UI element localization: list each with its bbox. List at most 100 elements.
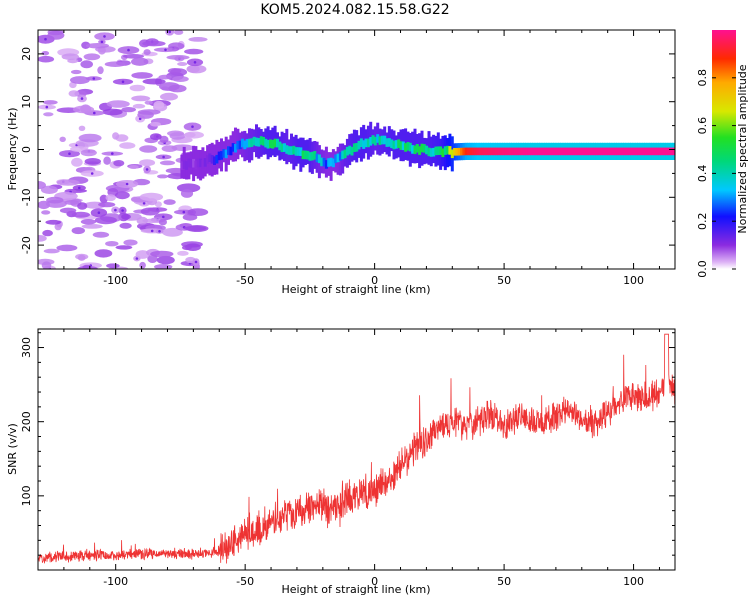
noise-blob-core xyxy=(127,48,130,52)
ridge-core xyxy=(299,147,303,156)
ridge-core xyxy=(310,151,314,161)
ridge-core xyxy=(655,147,659,156)
ridge-core xyxy=(357,140,361,150)
ridge-core xyxy=(460,147,464,156)
ridge-core xyxy=(495,147,498,156)
spectrogram-y-axis-label: Frequency (Hz) xyxy=(6,108,19,191)
ridge-core xyxy=(625,147,629,156)
chart-title: KOM5.2024.082.15.58.G22 xyxy=(260,2,449,18)
ridge-core xyxy=(499,147,503,156)
ridge-core xyxy=(523,147,526,156)
ridge-core xyxy=(324,160,328,169)
ridge-core xyxy=(303,150,307,160)
ridge-core xyxy=(366,138,370,148)
noise-blob-core xyxy=(114,208,117,212)
colorbar-tick-label: 0.0 xyxy=(696,260,709,278)
noise-blob xyxy=(43,112,54,117)
colorbar-tick-label: 0.8 xyxy=(696,69,709,87)
ridge-core xyxy=(213,156,216,165)
ridge-core xyxy=(252,136,256,146)
ridge-core xyxy=(469,147,473,156)
ridge-core xyxy=(334,154,338,164)
noise-blob-core xyxy=(162,155,165,159)
noise-blob-core xyxy=(121,80,125,84)
ridge-core xyxy=(220,151,223,160)
ridge-core xyxy=(590,147,594,156)
ridge-core xyxy=(544,147,547,156)
ridge-core xyxy=(189,159,193,168)
noise-blob xyxy=(59,207,77,214)
ridge-core xyxy=(390,139,394,149)
noise-blob xyxy=(135,250,150,259)
x-tick-label: 100 xyxy=(623,274,644,287)
noise-blob xyxy=(46,196,64,204)
noise-blob xyxy=(159,160,176,166)
ridge-core xyxy=(506,147,510,156)
noise-blob xyxy=(143,49,151,56)
noise-blob-core xyxy=(158,230,161,233)
ridge-core xyxy=(553,147,557,156)
noise-blob xyxy=(56,179,80,186)
noise-blob xyxy=(131,95,151,102)
noise-blob xyxy=(129,84,146,92)
ridge-core xyxy=(306,150,310,160)
ridge-core xyxy=(443,146,447,155)
ridge-core xyxy=(359,138,363,147)
ridge-core xyxy=(653,147,657,156)
ridge-core xyxy=(294,147,298,156)
ridge-core xyxy=(399,141,403,150)
noise-blob-core xyxy=(182,210,186,214)
ridge-core xyxy=(229,146,233,156)
noise-blob xyxy=(80,149,97,157)
noise-blob xyxy=(42,229,53,237)
ridge-core xyxy=(620,147,624,156)
ridge-core xyxy=(257,138,261,147)
noise-blob xyxy=(157,174,169,179)
noise-blob xyxy=(144,100,153,105)
ridge-core xyxy=(669,147,673,156)
ridge-core xyxy=(599,147,603,156)
noise-blob-core xyxy=(142,202,146,205)
ridge-core xyxy=(185,161,189,170)
noise-blob xyxy=(115,245,133,250)
noise-blob xyxy=(121,213,131,220)
ridge-core xyxy=(571,147,575,156)
ridge-core xyxy=(315,153,319,163)
ridge-core xyxy=(597,147,601,156)
ridge-core xyxy=(627,147,631,156)
noise-blob xyxy=(103,156,111,165)
ridge-core xyxy=(658,147,662,156)
ridge-core xyxy=(208,153,212,162)
ridge-core xyxy=(217,151,221,161)
ridge-core xyxy=(269,139,272,148)
ridge-core xyxy=(483,147,487,156)
ridge-core xyxy=(564,147,568,156)
ridge-core xyxy=(567,147,571,156)
x-tick-label: 50 xyxy=(497,274,511,287)
ridge-core xyxy=(530,147,533,156)
noise-blob-core xyxy=(44,37,47,41)
ridge-core xyxy=(606,147,610,156)
noise-blob xyxy=(160,92,178,101)
ridge-core xyxy=(602,147,606,156)
ridge-core xyxy=(560,147,564,156)
noise-blob xyxy=(187,208,209,217)
noise-blob-core xyxy=(45,105,49,109)
noise-blob xyxy=(45,219,62,225)
ridge-core xyxy=(387,138,391,147)
ridge-core xyxy=(490,147,494,156)
noise-blob xyxy=(153,100,165,109)
colorbar-tick-label: 0.4 xyxy=(696,165,709,183)
noise-blob xyxy=(43,100,58,105)
y-tick-label: -10 xyxy=(20,188,33,206)
noise-blob xyxy=(68,90,80,97)
ridge-core xyxy=(637,147,641,156)
noise-blob xyxy=(71,211,90,218)
ridge-core xyxy=(546,147,550,156)
ridge-core xyxy=(583,147,587,156)
noise-blob xyxy=(137,109,161,115)
noise-blob xyxy=(77,254,86,261)
ridge-core xyxy=(243,140,247,150)
ridge-core xyxy=(369,137,373,146)
